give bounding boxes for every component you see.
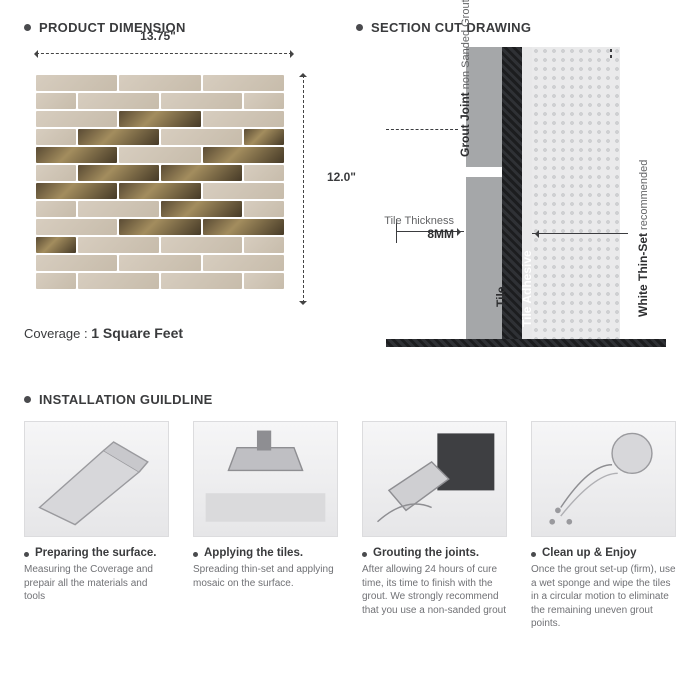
base-layer — [386, 339, 666, 347]
leader-line-icon — [386, 129, 458, 130]
width-arrow-icon — [36, 53, 292, 54]
grout-label-main: Grout Joint — [458, 92, 472, 157]
section-header: SECTION CUT DRAWING — [356, 20, 676, 35]
tile-mosaic-image — [36, 75, 284, 293]
step-thumb-grout — [362, 421, 507, 537]
height-arrow-icon — [303, 75, 304, 303]
install-step: Preparing the surface. Measuring the Cov… — [24, 421, 169, 631]
coverage-line: Coverage : 1 Square Feet — [24, 325, 344, 341]
thickness-label-text: Tile Thickness — [384, 215, 454, 227]
bullet-icon — [356, 24, 363, 31]
coverage-value: 1 Square Feet — [91, 325, 183, 341]
section-header-text: SECTION CUT DRAWING — [371, 20, 531, 35]
grout-joint-gap — [466, 167, 502, 177]
step-thumb-clean — [531, 421, 676, 537]
install-step: Grouting the joints. After allowing 24 h… — [362, 421, 507, 631]
install-header-text: INSTALLATION GUILDLINE — [39, 392, 213, 407]
install-step: Clean up & Enjoy Once the grout set-up (… — [531, 421, 676, 631]
bullet-icon — [24, 396, 31, 403]
installation-panel: INSTALLATION GUILDLINE Preparing the sur… — [24, 392, 676, 631]
step-desc: Once the grout set-up (firm), use a wet … — [531, 563, 676, 631]
install-step: Applying the tiles. Spreading thin-set a… — [193, 421, 338, 631]
width-value: 13.75" — [24, 29, 292, 43]
bullet-icon — [24, 552, 29, 557]
grout-label-sub: non Sanded Grout recomended — [460, 0, 472, 89]
step-title: Applying the tiles. — [193, 547, 338, 559]
leader-line-icon — [532, 233, 628, 234]
product-dimension-panel: PRODUCT DIMENSION 13.75" 12.0" — [24, 20, 344, 380]
step-desc: Measuring the Coverage and prepair all t… — [24, 563, 169, 604]
height-value: 12.0" — [327, 170, 356, 184]
thinset-label-main: White Thin-Set — [636, 233, 650, 317]
adhesive-label: Tile Adhesive — [520, 250, 534, 327]
bullet-icon — [531, 552, 536, 557]
step-title: Grouting the joints. — [362, 547, 507, 559]
step-thumb-apply — [193, 421, 338, 537]
substrate-layer — [532, 47, 620, 339]
step-title: Preparing the surface. — [24, 547, 169, 559]
bullet-icon — [362, 552, 367, 557]
thinset-label: White Thin-Set recommended — [636, 160, 650, 317]
thickness-value: 8MM — [354, 227, 454, 241]
install-header: INSTALLATION GUILDLINE — [24, 392, 676, 407]
section-cut-panel: SECTION CUT DRAWING Grout Joint non Sand… — [356, 20, 676, 380]
dimension-diagram: 13.75" 12.0" — [24, 47, 324, 307]
step-thumb-prepare — [24, 421, 169, 537]
coverage-label: Coverage : — [24, 326, 88, 341]
step-desc: Spreading thin-set and applying mosaic o… — [193, 563, 338, 590]
tile-label: Tile — [494, 287, 508, 307]
install-steps: Preparing the surface. Measuring the Cov… — [24, 421, 676, 631]
bullet-icon — [193, 552, 198, 557]
step-title: Clean up & Enjoy — [531, 547, 676, 559]
grout-label: Grout Joint non Sanded Grout recomended — [458, 0, 472, 157]
step-desc: After allowing 24 hours of cure time, it… — [362, 563, 507, 617]
thickness-label: Tile Thickness 8MM — [354, 215, 454, 241]
break-mark-icon — [610, 49, 612, 61]
thinset-label-sub: recommended — [638, 160, 650, 230]
section-cut-diagram: Grout Joint non Sanded Grout recomended … — [356, 47, 656, 347]
